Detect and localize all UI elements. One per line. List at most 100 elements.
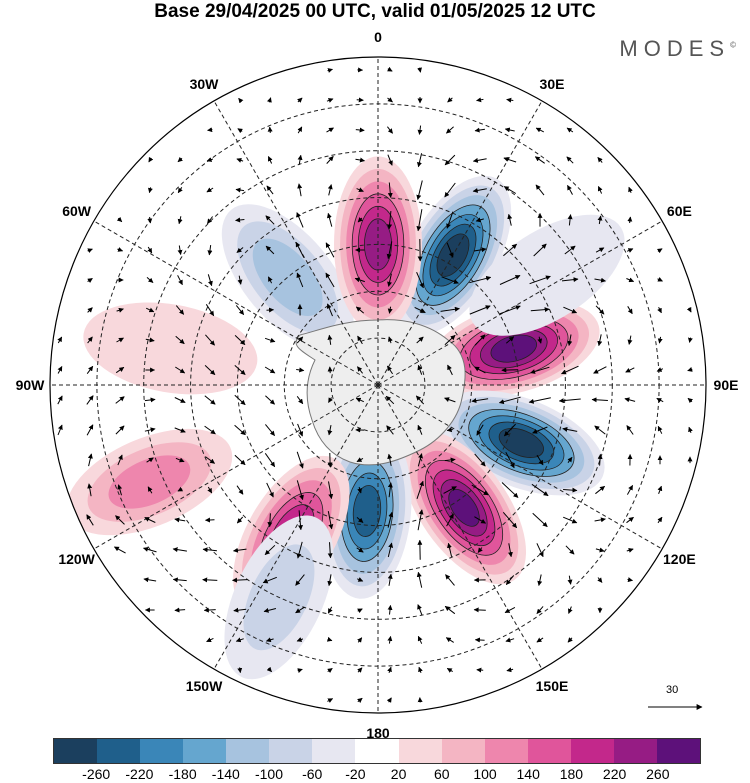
wind-arrow [327, 574, 333, 587]
wind-arrow [414, 306, 426, 314]
wind-arrow [295, 574, 305, 586]
wind-arrow [175, 335, 185, 345]
colorbar-segment [183, 739, 227, 763]
map-boundary [49, 56, 707, 714]
meridian [377, 384, 663, 550]
meridian [93, 220, 379, 386]
wind-arrow [357, 637, 363, 643]
wind-arrow [499, 305, 521, 315]
wind-arrow [264, 337, 276, 343]
wind-arrow [116, 216, 123, 223]
wind-arrow [417, 509, 424, 531]
wind-arrow [266, 307, 274, 313]
wind-arrow [503, 243, 517, 257]
wind-arrow [626, 425, 634, 435]
meridian [377, 100, 543, 386]
wind-arrow [174, 397, 186, 403]
wind-arrow [474, 366, 486, 374]
wind-arrow [328, 481, 334, 500]
wind-arrow [473, 247, 487, 253]
wind-arrow [473, 607, 486, 613]
wind-arrow [265, 424, 275, 436]
wind-arrow [441, 276, 459, 284]
wind-arrow [472, 157, 487, 163]
wind-arrow [143, 546, 157, 553]
wind-arrow [594, 425, 606, 435]
wind-arrow [469, 275, 492, 284]
wind-arrow [87, 248, 93, 254]
wind-arrow [327, 425, 333, 436]
wind-arrow [446, 242, 454, 258]
wind-arrow [532, 426, 548, 434]
wind-arrow [207, 245, 213, 256]
wind-arrow [536, 606, 544, 614]
wind-arrow [264, 366, 276, 374]
wind-arrow [236, 247, 244, 253]
wind-arrow [476, 97, 484, 103]
wind-arrow [537, 574, 543, 586]
wind-arrow [356, 457, 364, 463]
longitude-label: 150W [185, 678, 223, 695]
wind-arrow [498, 396, 521, 405]
wind-arrow [387, 666, 392, 673]
colorbar-tick-label: -60 [302, 766, 323, 782]
wind-arrow [296, 637, 304, 642]
wind-arrow [144, 517, 156, 523]
wind-arrow [296, 480, 304, 501]
wind-arrow [233, 547, 247, 553]
wind-arrow [295, 606, 305, 614]
wind-arrow [143, 577, 157, 583]
wind-arrow [177, 245, 183, 255]
wind-arrow [447, 97, 453, 103]
wind-arrow [206, 187, 214, 193]
longitude-label: 120W [58, 551, 95, 567]
wind-arrow [267, 513, 273, 528]
wind-arrow [387, 453, 393, 466]
wind-arrow [266, 97, 272, 103]
wind-arrow [207, 127, 213, 133]
wind-arrow [567, 334, 573, 346]
wind-arrow [505, 336, 515, 344]
wind-arrow [687, 337, 693, 343]
anomaly-level [469, 214, 625, 336]
wind-arrow [234, 394, 246, 406]
wind-arrow [628, 186, 633, 193]
wind-arrow [236, 485, 244, 495]
wind-arrow [87, 307, 93, 313]
wind-arrow [593, 366, 607, 374]
wind-arrow [597, 577, 603, 583]
wind-arrow [386, 697, 392, 703]
anomaly-9 [469, 214, 625, 336]
wind-arrow [471, 484, 489, 496]
wind-arrow [263, 607, 277, 613]
anomaly-7 [221, 204, 354, 351]
wind-arrow [357, 486, 363, 494]
wind-arrow [416, 209, 423, 232]
wind-arrow [387, 635, 393, 644]
colorbar-tick-label: 180 [559, 766, 584, 782]
wind-arrow [86, 424, 94, 436]
wind-arrow [87, 336, 93, 344]
meridian [377, 220, 663, 386]
wind-arrow [204, 425, 216, 435]
wind-arrow [115, 366, 125, 374]
wind-arrow [326, 212, 333, 227]
wind-arrow [417, 125, 423, 135]
wind-arrow [175, 366, 186, 374]
wind-arrow [528, 397, 551, 404]
longitude-label: 60W [62, 203, 92, 219]
brand-text: MODES [619, 36, 731, 61]
wind-arrow [565, 545, 575, 555]
wind-arrow [234, 335, 246, 345]
wind-arrow [624, 397, 636, 403]
wind-arrow [507, 543, 513, 558]
colorbar-segment [656, 739, 700, 763]
wind-arrow [563, 306, 578, 314]
wind-arrow [325, 242, 335, 258]
wind-arrow [356, 517, 364, 523]
wind-arrow [327, 542, 333, 559]
wind-arrow [503, 186, 517, 194]
wind-arrow [417, 424, 423, 435]
wind-arrow [204, 365, 216, 375]
wind-arrow [207, 274, 213, 287]
